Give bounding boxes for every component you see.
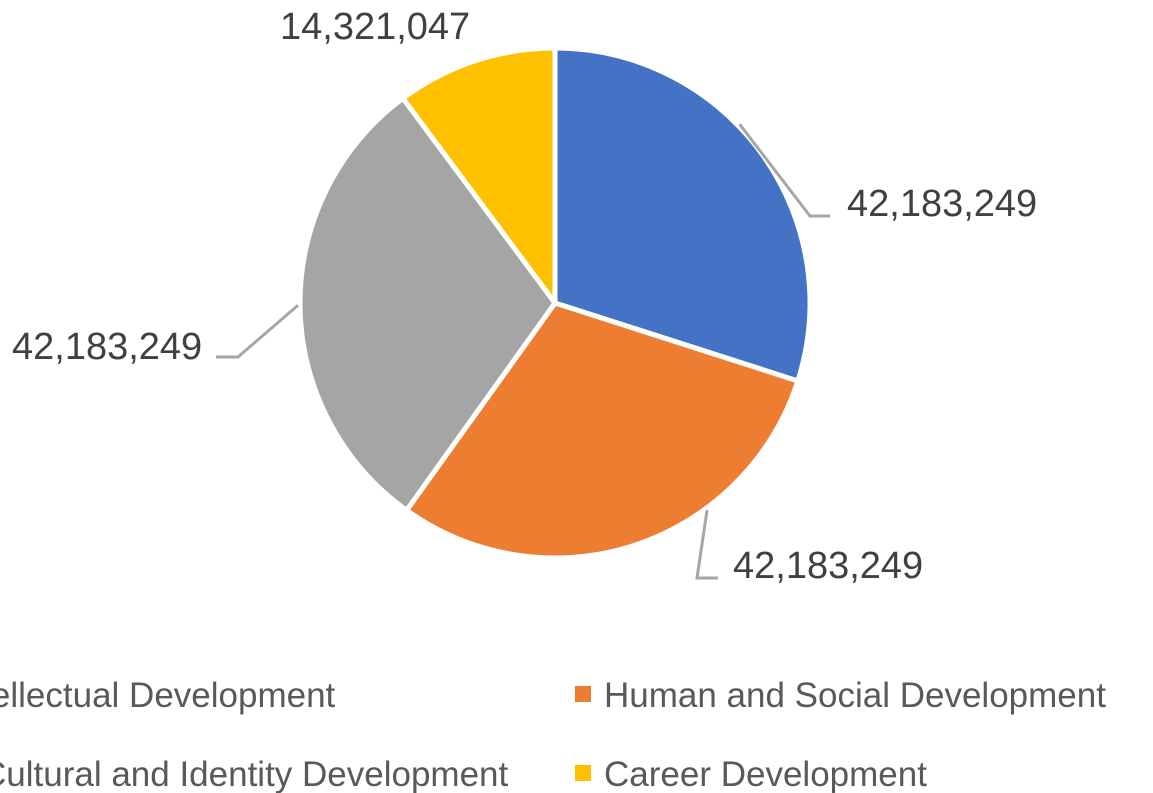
leader-line-intellectual <box>738 123 830 218</box>
data-label-career: 14,321,047 <box>280 6 470 48</box>
legend-item-cultural-identity: Cultural and Identity Development <box>0 755 509 793</box>
data-label-intellectual: 42,183,249 <box>847 183 1037 225</box>
pie-slice-career <box>400 45 558 306</box>
pie-slice-cultural-identity <box>297 95 558 513</box>
data-label-human-social: 42,183,249 <box>733 545 923 587</box>
legend-swatch-human-social <box>575 686 591 702</box>
leader-line-cultural-identity <box>216 304 299 359</box>
pie-slices <box>297 45 813 561</box>
legend: Intellectual Development Human and Socia… <box>0 676 1106 793</box>
legend-label-intellectual: Intellectual Development <box>0 676 336 715</box>
legend-swatch-career <box>575 765 591 781</box>
leader-lines <box>216 123 830 580</box>
legend-label-cultural-identity: Cultural and Identity Development <box>0 755 509 793</box>
legend-label-human-social: Human and Social Development <box>604 676 1106 715</box>
legend-item-career: Career Development <box>575 755 927 793</box>
pie-slice-human-social <box>404 300 801 561</box>
legend-label-career: Career Development <box>604 755 927 793</box>
legend-item-intellectual: Intellectual Development <box>0 676 336 715</box>
leader-line-human-social <box>695 509 718 580</box>
legend-item-human-social: Human and Social Development <box>575 676 1106 715</box>
data-label-cultural-identity: 42,183,249 <box>12 326 202 368</box>
